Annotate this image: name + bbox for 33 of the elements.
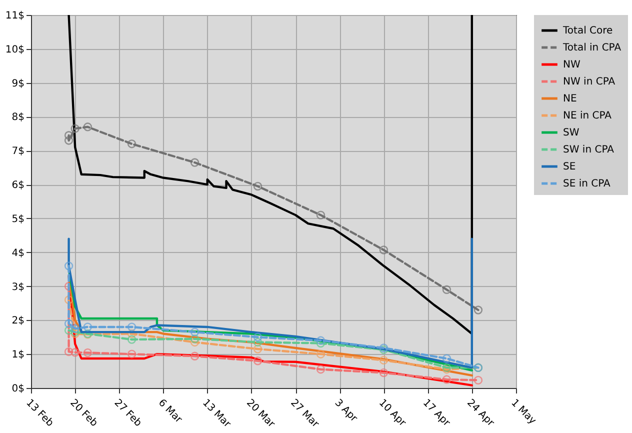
legend-label: SW — [563, 128, 580, 138]
legend-label: NE — [563, 94, 577, 104]
legend-label: NW — [563, 60, 580, 70]
x-tick-label: 27 Mar — [288, 398, 322, 430]
y-tick-label: 9$ — [12, 78, 24, 90]
legend-label: Total Core — [562, 26, 613, 36]
y-tick-label: 1$ — [12, 350, 24, 361]
x-tick-label: 13 Mar — [200, 398, 234, 430]
y-tick-label: 10$ — [5, 44, 24, 56]
y-tick-label: 2$ — [12, 316, 24, 327]
legend-label: NW in CPA — [563, 76, 616, 88]
x-tick-label: 20 Feb — [68, 398, 100, 430]
legend-label: SE in CPA — [563, 178, 611, 190]
y-tick-label: 0$ — [12, 384, 24, 394]
x-tick-label: 27 Feb — [112, 398, 144, 430]
x-tick-label: 13 Feb — [24, 398, 56, 430]
y-tick-label: 8$ — [12, 112, 24, 124]
y-tick-label: 6$ — [12, 180, 24, 192]
legend-label: Total in CPA — [562, 42, 622, 54]
x-tick-label: 20 Mar — [244, 398, 278, 430]
x-tick-label: 6 Mar — [156, 398, 184, 426]
legend-label: SE — [563, 162, 576, 172]
y-tick-label: 5$ — [12, 214, 24, 225]
x-tick-label: 24 Apr — [464, 398, 497, 430]
x-tick-label: 10 Apr — [376, 398, 408, 430]
x-tick-label: 3 Apr — [332, 398, 360, 425]
legend-label: SW in CPA — [563, 144, 614, 156]
y-tick-label: 11$ — [5, 10, 24, 22]
y-tick-label: 4$ — [12, 248, 24, 259]
y-tick-label: 3$ — [12, 282, 24, 293]
x-tick-label: 17 Apr — [420, 398, 452, 430]
y-tick-label: 7$ — [12, 146, 24, 158]
legend-label: NE in CPA — [563, 110, 612, 122]
